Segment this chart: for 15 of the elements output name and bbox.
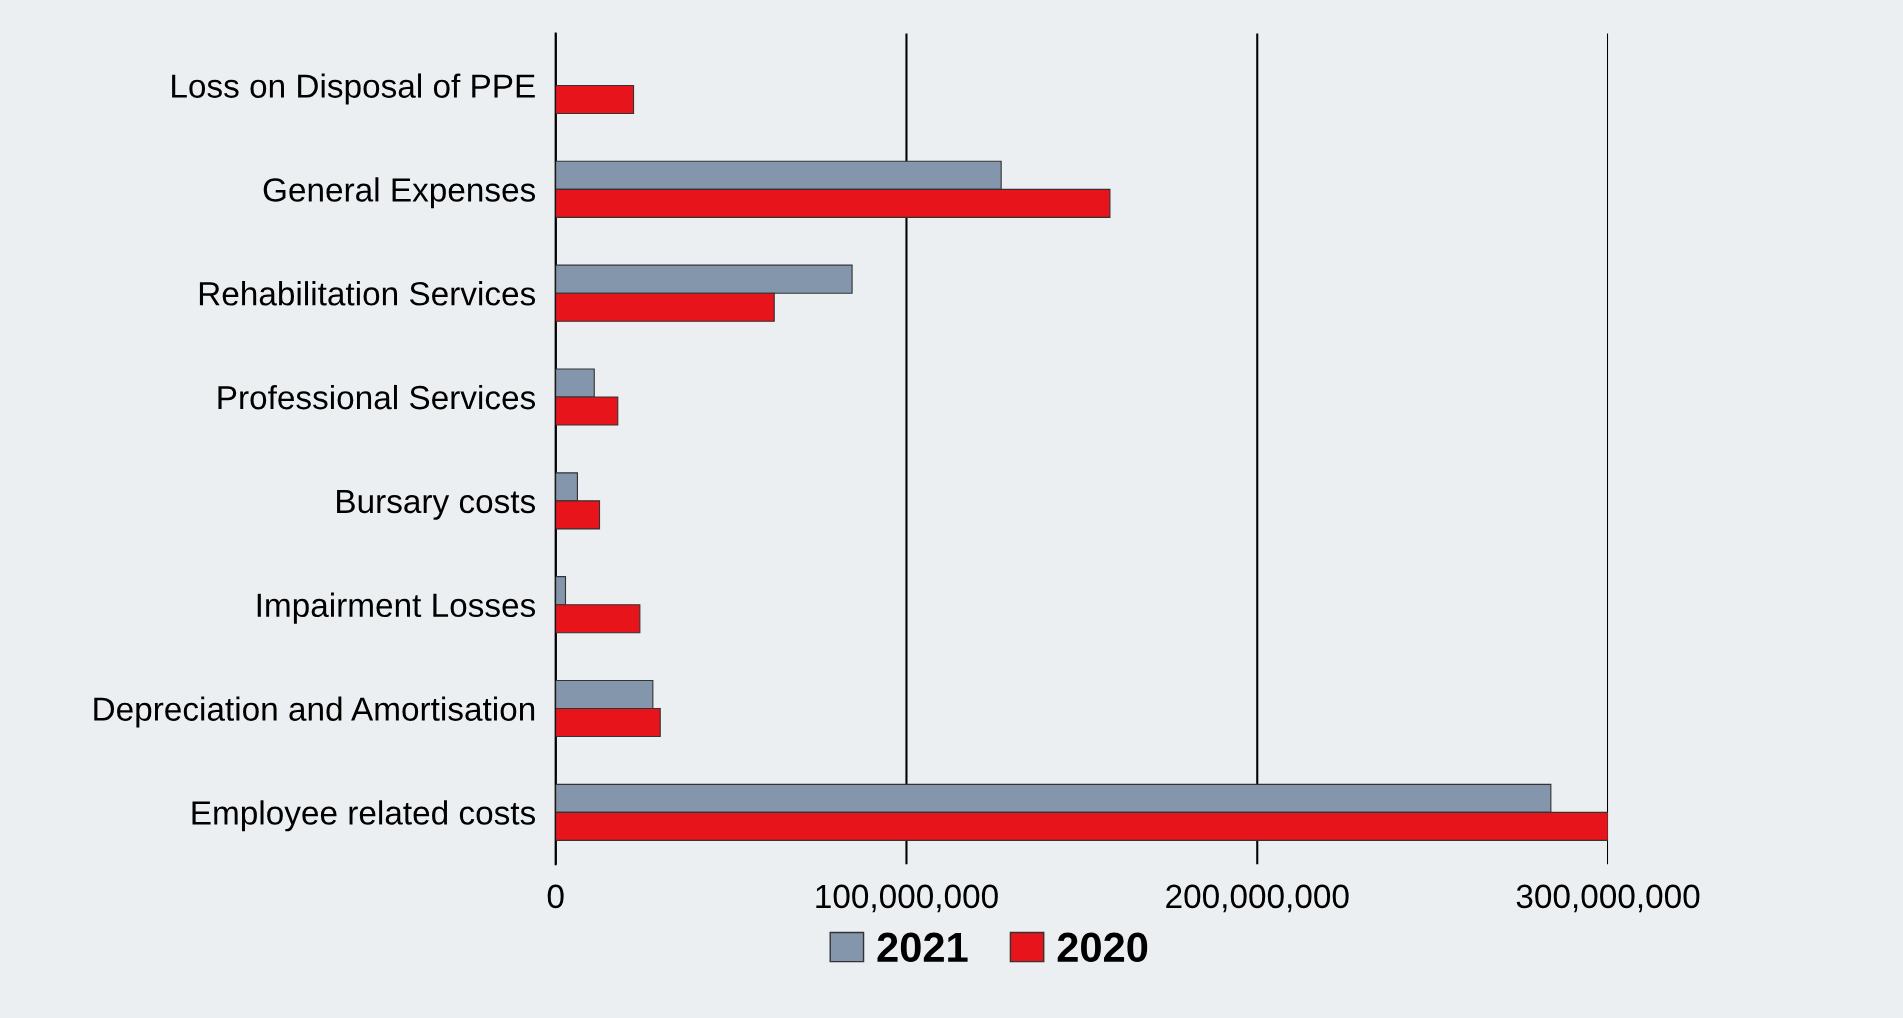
legend-label: 2021 <box>877 932 968 963</box>
y-tick-label: Bursary costs <box>337 490 536 520</box>
bar <box>555 84 635 115</box>
x-tick-label: 0 <box>547 884 564 909</box>
x-tick-label: 200,000,000 <box>1166 884 1349 913</box>
y-tick-label: Loss on Disposal of PPE <box>172 73 535 105</box>
y-tick-label: Impairment Losses <box>257 592 536 624</box>
y-tick-label: Employee related costs <box>192 800 536 832</box>
x-tick-label: 300,000,000 <box>1516 884 1700 913</box>
y-tick-label: General Expenses <box>263 177 536 209</box>
legend-label: 2020 <box>1057 932 1148 963</box>
x-tick-label: 100,000,000 <box>816 884 998 913</box>
y-tick-label: Rehabilitation Services <box>199 281 536 306</box>
y-tick-label: Professional Services <box>218 384 536 410</box>
y-tick-label: Depreciation and Amortisation <box>94 696 535 728</box>
